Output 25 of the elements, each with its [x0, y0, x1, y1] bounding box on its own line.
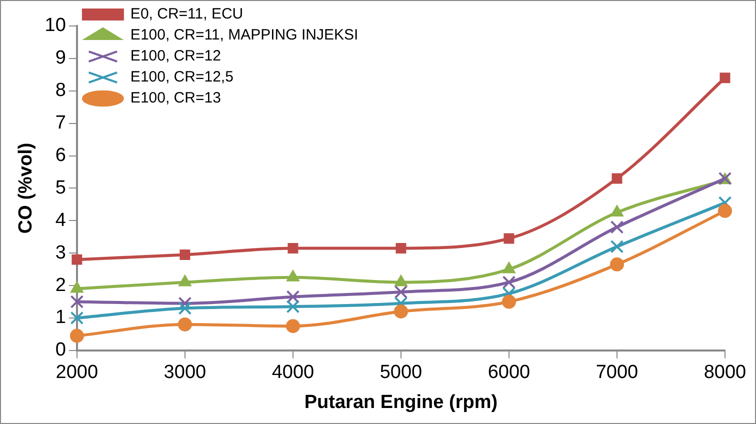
x-tick-label: 2000 [56, 362, 98, 384]
legend-label: E100, CR=11, MAPPING INJEKSI [130, 26, 358, 44]
x-tick-label: 3000 [164, 362, 206, 384]
y-tick-label: 7 [55, 112, 66, 134]
x-axis-title: Putaran Engine (rpm) [304, 392, 498, 413]
y-tick-label: 6 [55, 144, 66, 166]
legend-label: E100, CR=12 [130, 48, 221, 65]
legend-label: E100, CR=12,5 [130, 68, 234, 86]
x-tick-label: 8000 [704, 362, 746, 384]
y-tick-label: 8 [55, 80, 66, 102]
y-tick-label: 10 [44, 15, 66, 36]
legend-label: E0, CR=11, ECU [130, 6, 244, 23]
y-tick-label: 9 [55, 48, 66, 69]
y-tick-label: 1 [55, 307, 66, 328]
y-tick-label: 3 [55, 242, 66, 264]
legend-label: E100, CR=13 [130, 90, 221, 107]
y-axis-title: CO (%vol) [16, 142, 37, 234]
y-tick-label: 2 [55, 274, 66, 296]
y-tick-label: 0 [55, 340, 66, 361]
x-tick-label: 6000 [488, 362, 530, 384]
x-tick-label: 4000 [272, 362, 314, 384]
x-tick-label: 5000 [380, 362, 422, 384]
y-tick-label: 4 [55, 210, 66, 231]
x-tick-label: 7000 [596, 362, 638, 384]
y-tick-label: 5 [55, 177, 66, 198]
